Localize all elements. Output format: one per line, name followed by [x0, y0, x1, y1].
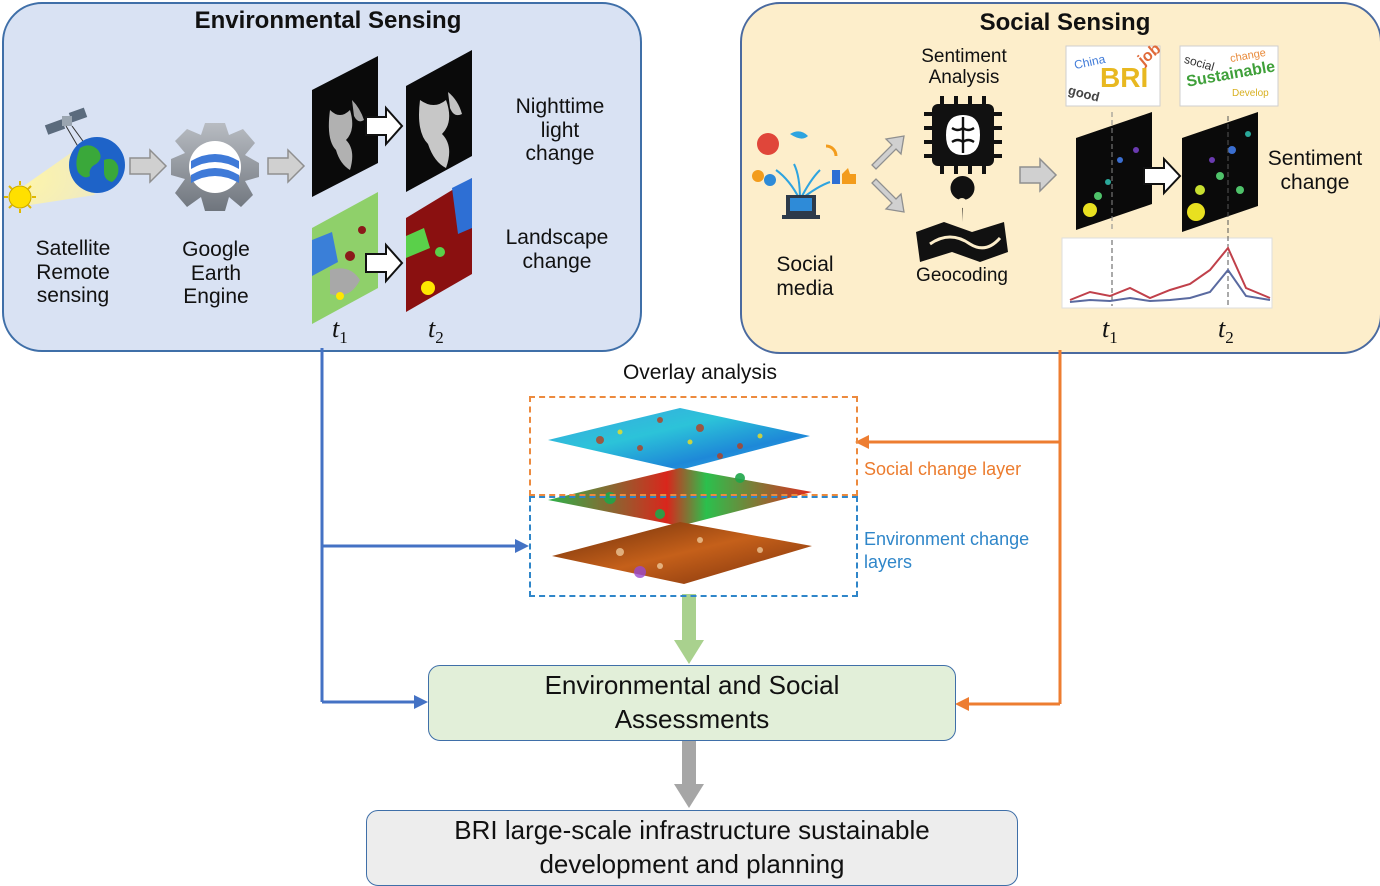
social-layer-frame — [529, 396, 858, 496]
sentiment-line-chart — [1061, 112, 1273, 309]
gray-down-arrow — [674, 740, 704, 808]
arrow-sentiment-t1-to-t2 — [1143, 156, 1182, 196]
overlay-environment-layer — [552, 522, 812, 584]
satellite-icon — [44, 107, 89, 151]
environmental-sensing-title: Environmental Sensing — [194, 7, 462, 34]
landscape-change-label: Landscape change — [505, 226, 609, 273]
orange-connector-arrows — [866, 350, 1062, 706]
earth-icon — [69, 137, 125, 193]
satellite-remote-sensing-label: Satellite Remote sensing — [35, 237, 111, 308]
nighttime-light-change-label: Nighttime light change — [515, 95, 605, 166]
word-develop: Develop — [1232, 88, 1269, 99]
social-t1-label: t1 — [1102, 314, 1118, 348]
sentiment-change-label: Sentiment change — [1267, 147, 1363, 194]
arrow-landscape-t1-to-t2 — [365, 242, 404, 284]
env-t1-label: t1 — [332, 314, 348, 348]
arrow-social-to-geocoding — [871, 178, 905, 213]
arrow-nighttime-t1-to-t2 — [365, 105, 404, 147]
arrow-to-sentiment-maps — [1019, 157, 1058, 193]
overlay-social-layer — [548, 408, 810, 470]
social-media-label: Social media — [776, 253, 834, 300]
arrow-social-to-sentiment — [871, 135, 905, 170]
landscape-image-t2 — [406, 178, 472, 312]
orange-arrowheads — [855, 435, 969, 711]
brain-chip-icon — [924, 96, 1002, 174]
word-cloud-t2 — [1179, 45, 1279, 107]
google-earth-engine-label: Google Earth Engine — [182, 238, 250, 309]
bri-sustainable-development-box: BRI large-scale infrastructure sustainab… — [366, 810, 1018, 886]
sentiment-map-t2 — [1182, 112, 1258, 232]
environment-layer-frame — [529, 496, 858, 597]
geocoding-label: Geocoding — [916, 265, 1008, 286]
geocoding-map-icon — [916, 176, 1008, 262]
nighttime-light-image-t2 — [406, 50, 472, 192]
overlay-analysis-title: Overlay analysis — [622, 361, 778, 384]
blue-arrowheads — [414, 539, 529, 709]
green-down-arrow — [674, 594, 704, 664]
arrow-gee-to-images — [267, 148, 306, 184]
social-t2-label: t2 — [1218, 314, 1234, 348]
sun-icon — [4, 181, 36, 213]
google-earth-engine-icon — [171, 123, 259, 211]
environment-change-layers-label: Environment change layers — [864, 529, 1030, 573]
arrow-earth-to-gee — [129, 148, 168, 184]
social-change-layer-label: Social change layer — [864, 459, 1022, 479]
social-sensing-title: Social Sensing — [979, 9, 1151, 36]
sentiment-analysis-label: Sentiment Analysis — [921, 46, 1007, 89]
nighttime-light-image-t1 — [312, 56, 378, 197]
environmental-social-assessments-box: Environmental and Social Assessments — [428, 665, 956, 741]
blue-connector-arrows — [320, 348, 518, 704]
word-cloud-t1 — [1065, 45, 1161, 107]
sentiment-map-t1 — [1076, 112, 1152, 230]
social-media-icon — [752, 131, 856, 219]
landscape-image-t1 — [312, 192, 378, 324]
word-bri: BRI — [1100, 62, 1149, 93]
env-t2-label: t2 — [428, 314, 444, 348]
